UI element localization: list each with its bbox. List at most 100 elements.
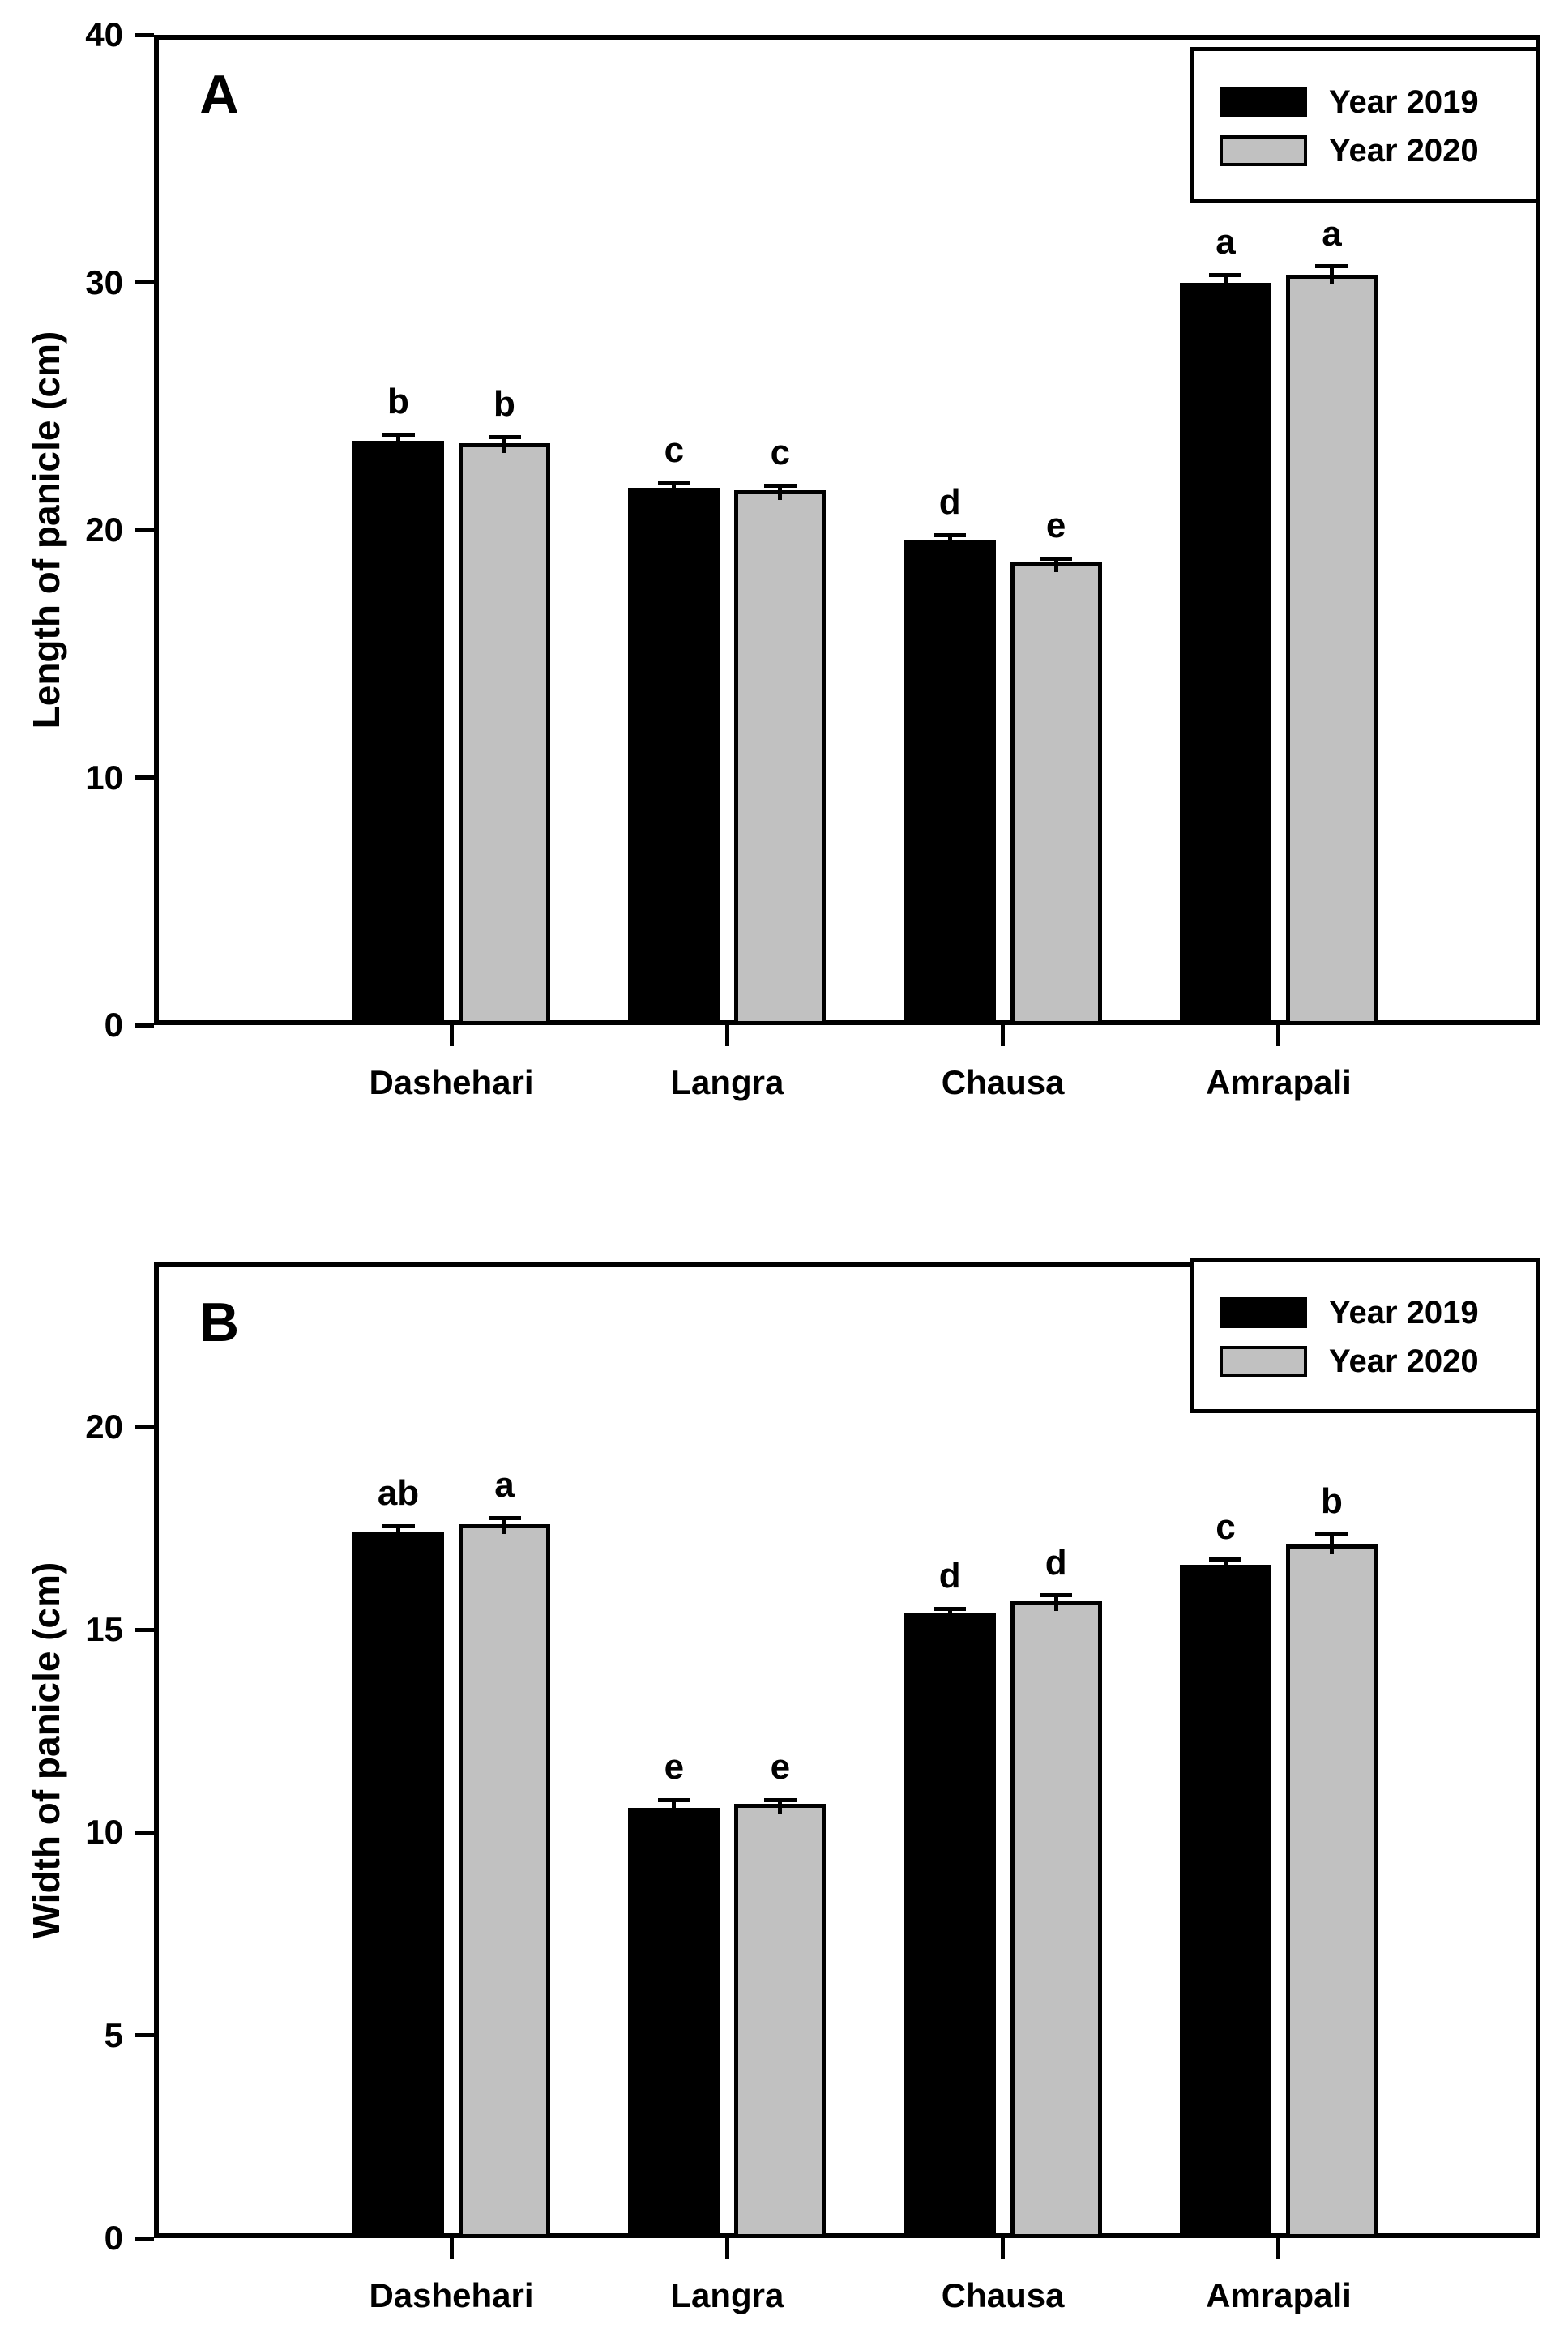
legend-box: Year 2019 Year 2020 [1190,47,1540,203]
panel-letter: A [199,64,240,126]
error-cap [1209,1557,1242,1562]
category-label: Amrapali [1206,1063,1352,1101]
y-tick [135,1830,154,1835]
y-tick-label: 15 [85,1610,123,1649]
category-label: Amrapali [1206,2276,1352,2314]
bar-year-2020 [734,490,827,1025]
error-whisker [396,434,400,451]
significance-letter: a [494,1465,515,1506]
significance-letter: b [1321,1481,1343,1522]
error-whisker [502,1518,506,1534]
category-label: Langra [670,1063,784,1101]
error-cap [934,1606,967,1611]
y-tick [135,1425,154,1429]
x-tick [1276,1025,1281,1046]
y-tick [135,1023,154,1028]
error-whisker [1053,1595,1058,1611]
bar-year-2020 [1010,562,1102,1025]
x-tick [724,2238,729,2259]
x-tick [724,1025,729,1046]
y-tick [135,775,154,780]
error-whisker [778,1800,783,1814]
bar-year-2020 [1285,1544,1378,2238]
significance-letter: e [770,1747,791,1788]
error-whisker [396,1526,400,1542]
error-whisker [947,535,952,550]
significance-letter: b [493,384,515,425]
y-tick [135,2033,154,2038]
y-tick-label: 10 [85,758,123,797]
significance-letter: e [664,1747,685,1788]
y-tick [135,528,154,532]
y-tick-label: 5 [104,2015,123,2054]
bar-year-2019 [352,1532,444,2238]
error-whisker [1329,266,1334,285]
category-label: Dashehari [369,2276,534,2314]
significance-letter: a [1322,213,1342,254]
significance-letter: b [387,382,409,422]
bar-year-2019 [628,1808,720,2238]
plot-frame [154,35,1540,1025]
error-cap [1040,1593,1073,1597]
error-cap [657,481,690,485]
bar-year-2019 [1179,1564,1271,2238]
significance-letter: a [1216,222,1236,263]
y-tick [135,2236,154,2241]
bar-year-2019 [904,1613,996,2238]
significance-letter: d [938,1556,961,1596]
x-tick [1276,2238,1281,2259]
legend-swatch-year-2019 [1220,87,1307,117]
significance-letter: d [938,482,961,523]
error-cap [1209,272,1242,277]
legend-label: Year 2019 [1329,1295,1479,1331]
y-tick-label: 20 [85,1407,123,1446]
x-tick [449,1025,454,1046]
bar-year-2020 [1010,1601,1102,2238]
legend-label: Year 2020 [1329,1344,1479,1379]
legend-box: Year 2019 Year 2020 [1190,1258,1540,1413]
plot-frame [154,1262,1540,2238]
error-whisker [1329,1534,1334,1554]
x-tick [449,2238,454,2259]
bar-year-2020 [1285,275,1378,1025]
significance-letter: c [770,433,791,472]
error-cap [1040,556,1073,561]
error-cap [382,1523,415,1528]
error-whisker [1223,275,1228,293]
error-cap [488,1515,521,1520]
y-tick-label: 20 [85,511,123,549]
legend-label: Year 2020 [1329,133,1479,169]
x-tick [1001,2238,1006,2259]
bar-year-2020 [459,1523,550,2238]
error-whisker [502,437,506,454]
category-label: Chausa [941,1063,1065,1101]
bar-year-2020 [734,1804,827,2238]
error-cap [934,532,967,537]
significance-letter: c [1216,1506,1236,1547]
error-cap [488,434,521,439]
y-tick-label: 10 [85,1813,123,1852]
x-tick [1001,1025,1006,1046]
panel-letter: B [199,1292,240,1353]
error-cap [1315,264,1348,269]
significance-letter: ab [377,1473,420,1514]
legend-swatch-year-2019 [1220,1297,1307,1328]
significance-letter: c [664,429,685,470]
error-whisker [1053,558,1058,572]
error-whisker [672,1800,677,1818]
error-cap [1315,1532,1348,1536]
legend-swatch-year-2020 [1220,1346,1307,1377]
error-whisker [672,482,677,498]
significance-letter: e [1045,506,1066,546]
error-whisker [778,485,783,501]
bar-year-2019 [352,441,444,1025]
error-whisker [947,1609,952,1624]
category-label: Dashehari [369,1063,534,1101]
error-cap [657,1797,690,1802]
y-tick-label: 0 [104,2219,123,2257]
legend-swatch-year-2020 [1220,135,1307,166]
y-tick-label: 30 [85,263,123,301]
y-tick-label: 40 [85,15,123,53]
